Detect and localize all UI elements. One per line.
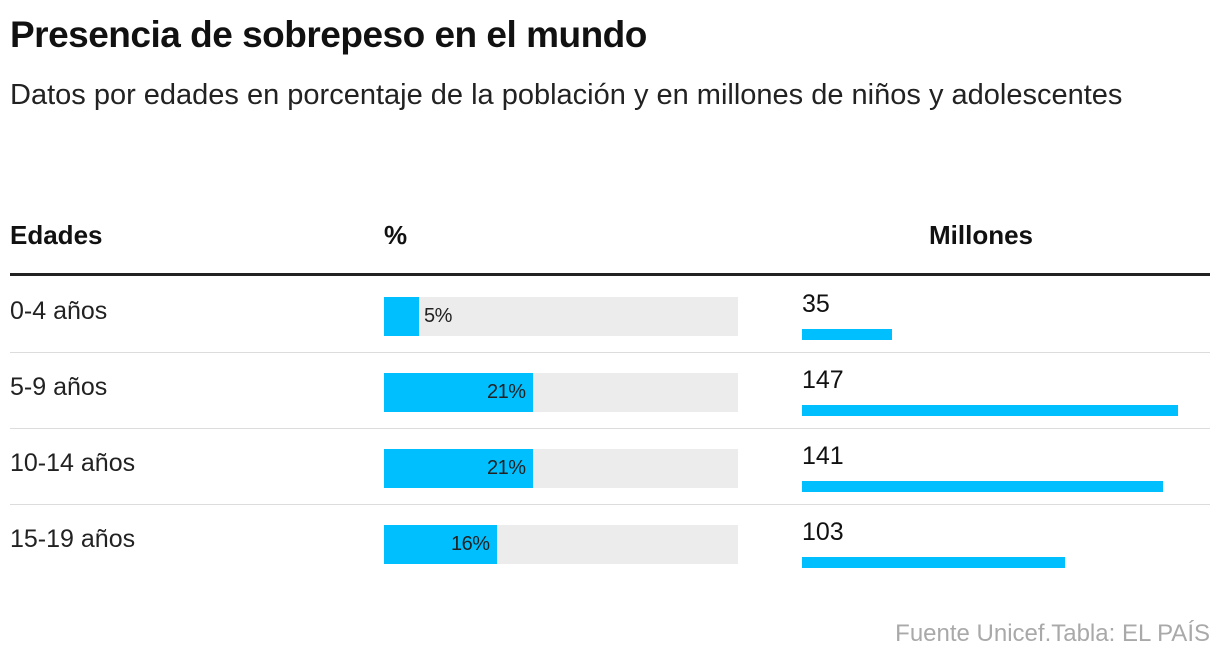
percent-bar [384, 449, 533, 488]
percent-track: 5% [384, 297, 738, 336]
millones-value: 103 [802, 518, 844, 546]
row-divider [10, 352, 1210, 353]
percent-label: 21% [487, 381, 526, 403]
row-divider [10, 428, 1210, 429]
header-edades: Edades [10, 220, 103, 250]
table-row: 10-14 años 21% 141 [10, 429, 1210, 505]
millones-value: 147 [802, 366, 844, 394]
age-label: 5-9 años [10, 373, 108, 401]
millones-bar [802, 405, 1178, 416]
header-millones: Millones [929, 220, 1034, 250]
source-credit: Fuente Unicef.Tabla: EL PAÍS [895, 620, 1210, 647]
percent-bar [384, 525, 497, 564]
millones-bar [802, 481, 1163, 492]
age-label: 15-19 años [10, 525, 136, 553]
age-label: 10-14 años [10, 449, 136, 477]
percent-label: 21% [487, 457, 526, 479]
age-label: 0-4 años [10, 297, 108, 325]
chart-title: Presencia de sobrepeso en el mundo [10, 14, 647, 55]
percent-track: 16% [384, 525, 738, 564]
table-row: 15-19 años 16% 103 [10, 505, 1210, 581]
millones-bar [802, 557, 1065, 568]
percent-label: 16% [451, 533, 490, 555]
chart-subtitle: Datos por edades en porcentaje de la pob… [10, 79, 1123, 111]
millones-bar [802, 329, 892, 340]
percent-track: 21% [384, 373, 738, 412]
millones-value: 141 [802, 442, 844, 470]
millones-value: 35 [802, 290, 830, 318]
percent-label: 5% [424, 305, 452, 327]
percent-track: 21% [384, 449, 738, 488]
row-divider [10, 504, 1210, 505]
table-row: 0-4 años 5% 35 [10, 277, 1210, 353]
header-rule [10, 273, 1210, 276]
percent-bar [384, 373, 533, 412]
percent-bar [384, 297, 419, 336]
table-row: 5-9 años 21% 147 [10, 353, 1210, 429]
header-percent: % [384, 220, 408, 250]
